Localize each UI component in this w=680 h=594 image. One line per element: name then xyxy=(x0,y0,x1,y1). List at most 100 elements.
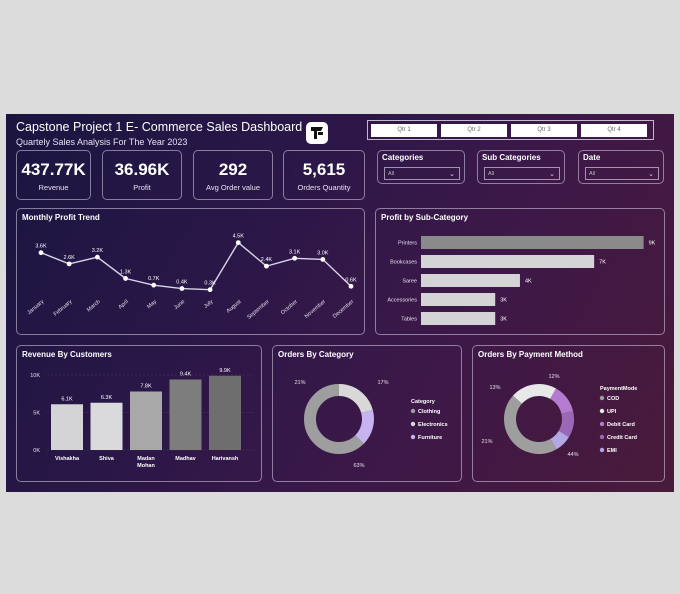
profit-data-label: 3.0K xyxy=(317,250,329,256)
profit-data-label: 0.6K xyxy=(345,277,357,283)
page-subtitle: Quartely Sales Analysis For The Year 202… xyxy=(16,137,188,147)
orders-category-chart: 63% 21% 17% Category Clothing Electronics Furn… xyxy=(294,380,448,469)
quarter-slicer: Qtr 1 Qtr 2 Qtr 3 Qtr 4 xyxy=(367,120,654,140)
qtr2-button[interactable]: Qtr 2 xyxy=(441,124,507,137)
customer-revenue-bar xyxy=(169,379,202,450)
filter-date-select[interactable]: All ⌄ xyxy=(585,167,659,180)
filter-subcategories-value: All xyxy=(488,171,495,177)
profit-data-label: 3.1K xyxy=(289,249,301,255)
donut-data-label: 21% xyxy=(481,439,492,445)
customers-y-tick-label: 10K xyxy=(30,373,40,379)
subcategory-tick-label: Bookcases xyxy=(390,260,417,266)
qtr1-button[interactable]: Qtr 1 xyxy=(371,124,437,137)
donut-data-label: 13% xyxy=(489,385,500,391)
page-title: Capstone Project 1 E- Commerce Sales Das… xyxy=(16,120,303,134)
chevron-down-icon: ⌄ xyxy=(549,171,555,178)
subcategory-profit-card: Profit by Sub-Category Printers 9K Bookcas… xyxy=(375,208,665,335)
subcategory-bar xyxy=(421,312,496,325)
subcategory-data-label: 4K xyxy=(525,279,532,285)
legend-marker xyxy=(599,421,605,427)
legend-entry: Furniture xyxy=(418,435,442,441)
month-tick-label: October xyxy=(280,299,299,316)
profit-point xyxy=(207,287,213,293)
customers-revenue-title: Revenue By Customers xyxy=(22,350,112,359)
filter-categories-select[interactable]: All ⌄ xyxy=(384,167,460,180)
filter-date-label: Date xyxy=(583,153,601,162)
customer-revenue-bar xyxy=(51,404,83,450)
logo-glyph xyxy=(311,127,323,139)
qtr3-button[interactable]: Qtr 3 xyxy=(511,124,577,137)
powerbi-logo-icon xyxy=(306,122,328,144)
filter-categories-value: All xyxy=(388,171,395,177)
customer-data-label: 7.8K xyxy=(140,384,152,390)
legend-marker xyxy=(599,395,605,401)
customer-tick-label-line: Mohan xyxy=(137,463,155,469)
legend-entry: Debit Card xyxy=(607,422,635,428)
legend-entry: Credit Card xyxy=(607,435,637,441)
customer-tick-label-line: Vishakha xyxy=(55,456,80,462)
profit-point xyxy=(320,257,326,262)
kpi-avg-order-label: Avg Order value xyxy=(205,183,261,192)
legend-entry: Electronics xyxy=(418,422,448,428)
subcategory-data-label: 9K xyxy=(649,241,656,247)
profit-data-label: 0.3K xyxy=(204,281,216,287)
month-tick-label: April xyxy=(118,299,130,311)
kpi-profit-value: 36.96K xyxy=(114,160,170,179)
customers-revenue-card: Revenue By Customers 0K 5K 10K 6.1K Vishakha… xyxy=(16,345,262,482)
profit-point xyxy=(348,283,354,289)
subcategory-profit-chart: Printers 9K Bookcases 7K Saree 4K Accessories 3… xyxy=(387,236,656,325)
profit-point xyxy=(292,255,298,261)
filter-date: Date All ⌄ xyxy=(578,150,664,184)
monthly-profit-chart: 3.6K January 2.6K February 3.2K March 1.3K Apri… xyxy=(26,234,357,321)
orders-category-title: Orders By Category xyxy=(278,350,354,359)
customer-tick-label: Harivansh xyxy=(212,456,239,462)
customers-y-tick-label: 0K xyxy=(33,448,40,454)
filter-categories: Categories All ⌄ xyxy=(377,150,465,184)
subcategory-tick-label: Accessories xyxy=(387,298,417,304)
filter-subcategories-select[interactable]: All ⌄ xyxy=(484,167,560,180)
customer-tick-label-line: Shiva xyxy=(99,456,115,462)
chevron-down-icon: ⌄ xyxy=(648,171,654,178)
kpi-orders-qty-card: 5,615 Orders Quantity xyxy=(283,150,365,200)
subcategory-bar xyxy=(421,293,496,306)
profit-data-label: 0.7K xyxy=(148,276,160,282)
profit-data-label: 2.4K xyxy=(261,257,273,263)
kpi-profit-card: 36.96K Profit xyxy=(102,150,182,200)
profit-point xyxy=(235,240,241,245)
month-tick-label: September xyxy=(246,299,271,321)
chevron-down-icon: ⌄ xyxy=(449,171,455,178)
kpi-revenue-label: Revenue xyxy=(38,183,69,192)
legend-marker xyxy=(599,434,605,440)
kpi-orders-qty-value: 5,615 xyxy=(302,160,346,179)
donut-data-label: 17% xyxy=(377,380,388,386)
kpi-revenue-card: 437.77K Revenue xyxy=(16,150,91,200)
donut-slice xyxy=(504,384,574,454)
legend-entry: EMI xyxy=(607,448,617,454)
legend-marker xyxy=(599,447,605,453)
customer-data-label: 9.4K xyxy=(180,372,192,378)
customer-tick-label: Shiva xyxy=(99,456,115,462)
customer-tick-label: Madan Mohan xyxy=(137,456,155,469)
subcategory-data-label: 7K xyxy=(599,260,606,266)
customer-tick-label-line: Madan xyxy=(137,456,155,462)
customer-revenue-bar xyxy=(209,375,241,450)
month-tick-label: June xyxy=(173,299,186,311)
qtr4-button[interactable]: Qtr 4 xyxy=(581,124,647,137)
kpi-profit-label: Profit xyxy=(133,183,151,192)
profit-point xyxy=(38,250,44,256)
legend-title: PaymentMode xyxy=(600,386,637,392)
month-tick-label: May xyxy=(146,299,158,310)
subcategory-data-label: 3K xyxy=(500,298,507,304)
month-tick-label: July xyxy=(203,299,215,310)
profit-trend-line xyxy=(40,241,352,291)
customer-data-label: 9.9K xyxy=(219,368,231,374)
donut-slice xyxy=(504,384,574,454)
filter-categories-label: Categories xyxy=(382,153,424,162)
orders-payment-title: Orders By Payment Method xyxy=(478,350,583,359)
profit-data-label: 0.4K xyxy=(176,280,188,286)
legend-marker xyxy=(410,421,416,427)
subcategory-bar xyxy=(421,274,520,287)
orders-payment-chart: 44% 21% 13% 12% PaymentMode COD UPI Debit Card C… xyxy=(481,374,637,458)
kpi-orders-qty-label: Orders Quantity xyxy=(297,183,351,192)
profit-data-label: 3.2K xyxy=(92,248,104,254)
